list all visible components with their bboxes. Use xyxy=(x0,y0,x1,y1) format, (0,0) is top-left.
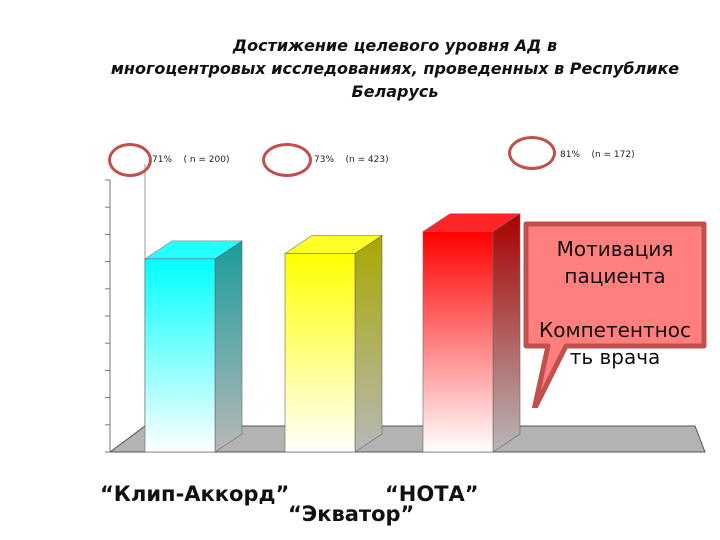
chart-title-line-2: многоцентровых исследованиях, проведенны… xyxy=(110,59,680,101)
callout-line-1: Мотивация xyxy=(556,237,674,261)
chart-title-line-1: Достижение целевого уровня АД в xyxy=(232,36,558,55)
value-label-2: 73% (n = 423) xyxy=(314,155,389,165)
callout-line-2: пациента xyxy=(564,264,666,288)
value-label-1: 71% ( n = 200) xyxy=(152,155,230,165)
category-label-3: “НОТА” xyxy=(385,482,479,506)
callout-line-3 xyxy=(526,290,704,317)
bar-side-1 xyxy=(214,240,243,453)
value-label-3: 81% (n = 172) xyxy=(560,150,635,160)
callout-bubble xyxy=(523,221,707,408)
callout-line-4: Компетентнос xyxy=(539,318,691,342)
chart-axes xyxy=(105,164,706,453)
bar-2 xyxy=(284,253,356,453)
chart-title: Достижение целевого уровня АД в многоцен… xyxy=(100,34,690,103)
callout-line-5: ть врача xyxy=(569,345,661,369)
bar-side-3 xyxy=(492,213,521,453)
highlight-ring-2 xyxy=(262,143,312,177)
highlight-ring-1 xyxy=(108,143,152,177)
category-label-2: “Экватор” xyxy=(288,502,415,526)
bars-group xyxy=(144,213,521,453)
bar-1 xyxy=(144,258,216,453)
category-label-1: “Клип-Аккорд” xyxy=(100,482,290,506)
chart-floor xyxy=(108,425,706,453)
highlight-ring-3 xyxy=(508,136,556,170)
callout-text: Мотивация пациента Компетентнос ть врача xyxy=(526,236,704,371)
callout-shape xyxy=(523,221,707,408)
bar-side-2 xyxy=(354,234,383,453)
bar-3 xyxy=(422,231,494,453)
